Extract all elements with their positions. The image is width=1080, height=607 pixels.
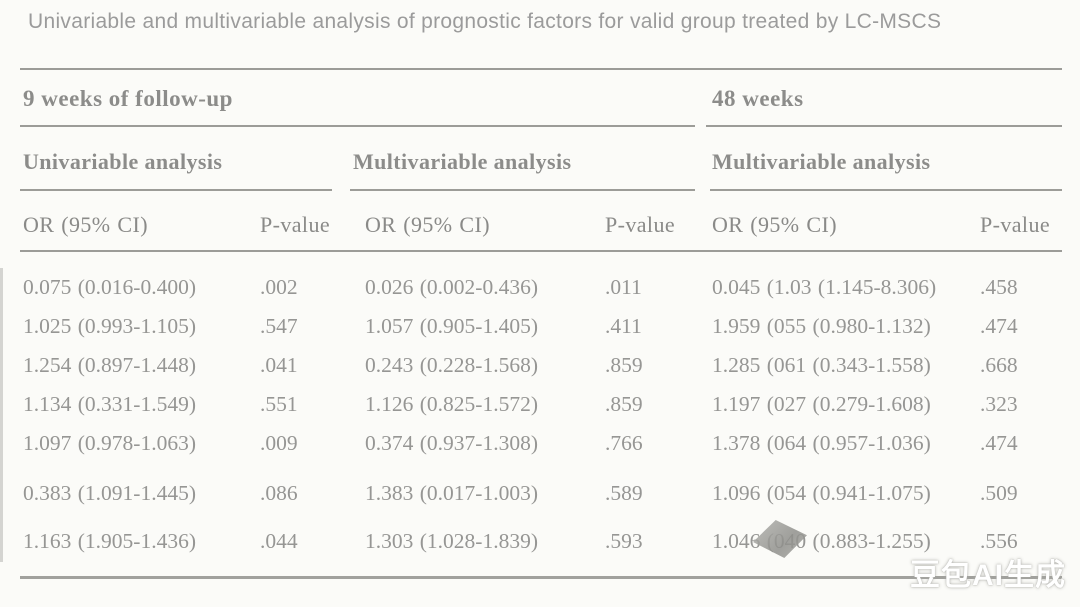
rule-section-right xyxy=(706,125,1062,127)
cell-or2-row2: 1.057 (0.905-1.405) xyxy=(365,314,538,338)
analysis-header-multivariable-9wk: Multivariable analysis xyxy=(353,149,572,174)
rule-analysis-1 xyxy=(20,189,332,191)
colhead-or-1: OR (95% CI) xyxy=(23,212,148,237)
cell-p1-row7: .044 xyxy=(260,529,298,553)
column-header-row: OR (95% CI) P-value OR (95% CI) P-value … xyxy=(23,212,1062,238)
cell-or3-row2: 1.959 (055 (0.980-1.132) xyxy=(712,314,931,338)
cell-p2-row2: .411 xyxy=(605,314,642,338)
cell-or1-row6: 0.383 (1.091-1.445) xyxy=(23,481,196,505)
colhead-p-2: P-value xyxy=(605,212,676,237)
rule-colhead xyxy=(20,250,1062,252)
cell-p3-row4: .323 xyxy=(980,392,1018,416)
cell-or1-row3: 1.254 (0.897-1.448) xyxy=(23,353,196,377)
cell-p1-row4: .551 xyxy=(260,392,298,416)
cell-or2-row4: 1.126 (0.825-1.572) xyxy=(365,392,538,416)
colhead-or-2: OR (95% CI) xyxy=(365,212,490,237)
colhead-p-1: P-value xyxy=(260,212,331,237)
cell-p3-row3: .668 xyxy=(980,353,1018,377)
rule-section-left xyxy=(20,125,695,127)
colhead-p-3: P-value xyxy=(980,212,1051,237)
cell-or1-row1: 0.075 (0.016-0.400) xyxy=(23,275,196,299)
ai-watermark: 豆包AI生成 xyxy=(910,559,1066,592)
colhead-or-3: OR (95% CI) xyxy=(712,212,837,237)
cell-or1-row7: 1.163 (1.905-1.436) xyxy=(23,529,196,553)
table-title: Univariable and multivariable analysis o… xyxy=(28,10,942,33)
cell-or1-row2: 1.025 (0.993-1.105) xyxy=(23,314,196,338)
cell-or3-row3: 1.285 (061 (0.343-1.558) xyxy=(712,353,931,377)
cell-p3-row7: .556 xyxy=(980,529,1018,553)
table-row: 0.383 (1.091-1.445) .086 1.383 (0.017-1.00… xyxy=(23,478,1062,517)
table-row: 1.097 (0.978-1.063) .009 0.374 (0.937-1.30… xyxy=(23,428,1062,467)
table-row: 0.075 (0.016-0.400) .002 0.026 (0.002-0.43… xyxy=(23,272,1062,311)
table-body: 0.075 (0.016-0.400) .002 0.026 (0.002-0.43… xyxy=(0,272,1062,565)
table-row: 1.025 (0.993-1.105) .547 1.057 (0.905-1.40… xyxy=(23,311,1062,350)
section-header-48-weeks: 48 weeks xyxy=(712,86,804,111)
cell-p3-row1: .458 xyxy=(980,275,1018,299)
cell-p1-row1: .002 xyxy=(260,275,298,299)
table-row: 1.254 (0.897-1.448) .041 0.243 (0.228-1.56… xyxy=(23,350,1062,389)
cell-or2-row5: 0.374 (0.937-1.308) xyxy=(365,431,538,455)
cell-p1-row5: .009 xyxy=(260,431,298,455)
rule-top xyxy=(20,68,1062,70)
table-row: 1.134 (0.331-1.549) .551 1.126 (0.825-1.57… xyxy=(23,389,1062,428)
rule-bottom xyxy=(20,576,1062,579)
cell-p2-row3: .859 xyxy=(605,353,643,377)
cell-or2-row3: 0.243 (0.228-1.568) xyxy=(365,353,538,377)
cell-or3-row4: 1.197 (027 (0.279-1.608) xyxy=(712,392,931,416)
cell-p1-row2: .547 xyxy=(260,314,298,338)
cell-or3-row1: 0.045 (1.03 (1.145-8.306) xyxy=(712,275,937,299)
cell-p2-row6: .589 xyxy=(605,481,643,505)
analysis-header-multivariable-48wk: Multivariable analysis xyxy=(712,149,931,174)
table-row: 1.163 (1.905-1.436) .044 1.303 (1.028-1.83… xyxy=(23,526,1062,565)
cell-p3-row5: .474 xyxy=(980,431,1018,455)
rule-analysis-3 xyxy=(710,189,1062,191)
cell-or1-row5: 1.097 (0.978-1.063) xyxy=(23,431,196,455)
cell-p1-row3: .041 xyxy=(260,353,298,377)
scan-edge-artifact xyxy=(0,268,3,562)
cell-or3-row7: 1.046 (040 (0.883-1.255) xyxy=(712,529,931,553)
cell-p3-row2: .474 xyxy=(980,314,1018,338)
cell-or1-row4: 1.134 (0.331-1.549) xyxy=(23,392,196,416)
cell-p1-row6: .086 xyxy=(260,481,298,505)
cell-or2-row7: 1.303 (1.028-1.839) xyxy=(365,529,538,553)
cell-p2-row5: .766 xyxy=(605,431,643,455)
cell-p2-row1: .011 xyxy=(605,275,642,299)
cell-or2-row6: 1.383 (0.017-1.003) xyxy=(365,481,538,505)
cell-p2-row7: .593 xyxy=(605,529,643,553)
analysis-header-univariable: Univariable analysis xyxy=(23,149,223,174)
cell-p3-row6: .509 xyxy=(980,481,1018,505)
cell-or3-row6: 1.096 (054 (0.941-1.075) xyxy=(712,481,931,505)
section-header-9-weeks: 9 weeks of follow-up xyxy=(23,86,233,111)
cell-or3-row5: 1.378 (064 (0.957-1.036) xyxy=(712,431,931,455)
cell-or2-row1: 0.026 (0.002-0.436) xyxy=(365,275,538,299)
rule-analysis-2 xyxy=(350,189,695,191)
cell-p2-row4: .859 xyxy=(605,392,643,416)
